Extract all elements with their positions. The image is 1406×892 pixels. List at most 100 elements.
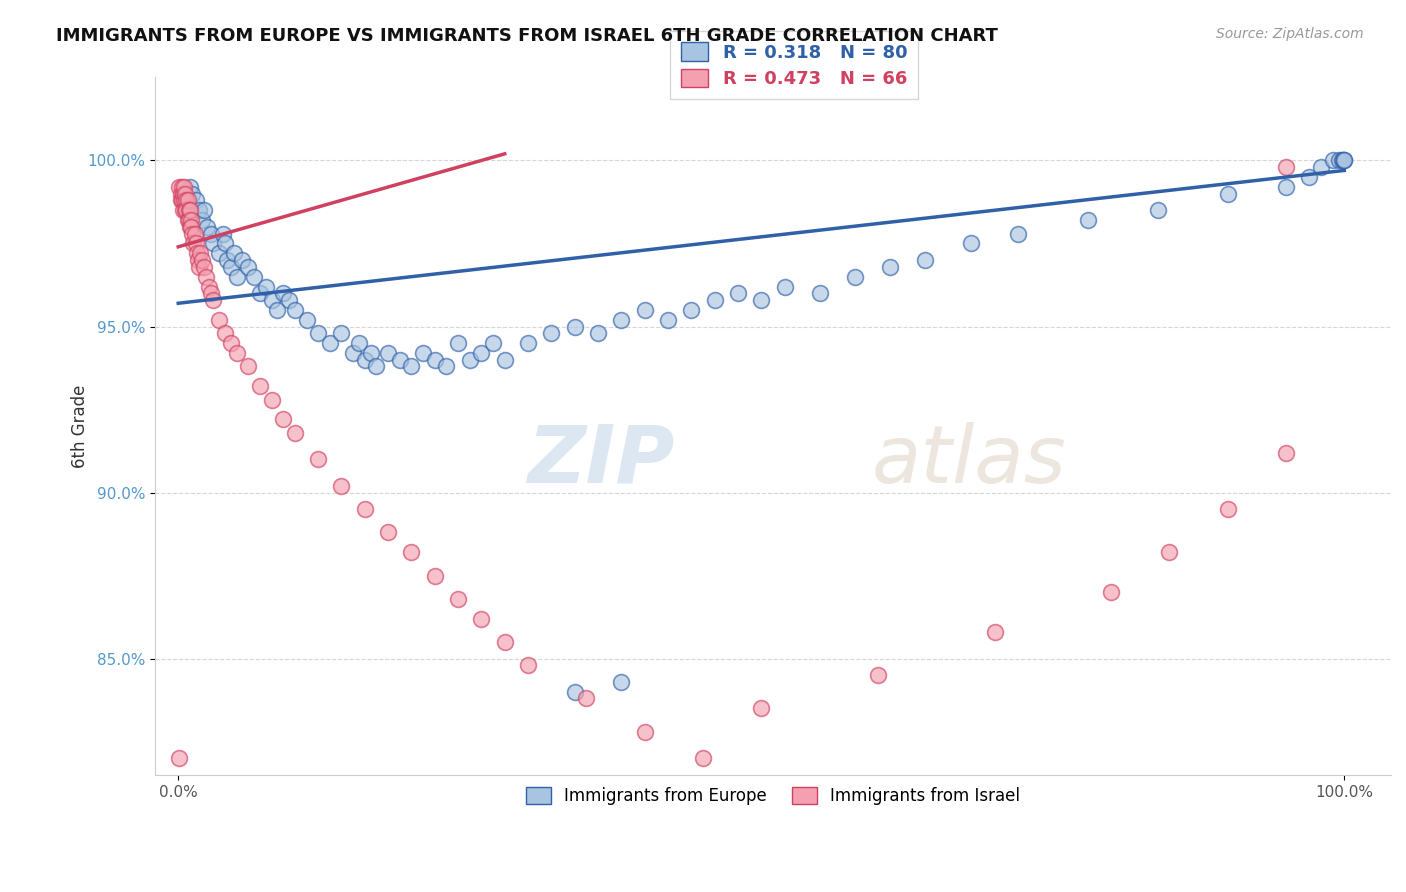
Text: IMMIGRANTS FROM EUROPE VS IMMIGRANTS FROM ISRAEL 6TH GRADE CORRELATION CHART: IMMIGRANTS FROM EUROPE VS IMMIGRANTS FRO… — [56, 27, 998, 45]
Point — [377, 525, 399, 540]
Point — [1333, 153, 1355, 168]
Point — [238, 260, 260, 274]
Point — [225, 269, 247, 284]
Point — [188, 203, 211, 218]
Point — [179, 180, 201, 194]
Point — [260, 392, 283, 407]
Point — [436, 359, 458, 374]
Point — [254, 279, 277, 293]
Point — [470, 346, 492, 360]
Point — [211, 227, 233, 241]
Point — [844, 269, 866, 284]
Point — [749, 293, 772, 307]
Point — [353, 352, 375, 367]
Point — [401, 545, 423, 559]
Point — [808, 286, 831, 301]
Point — [319, 336, 342, 351]
Point — [183, 227, 205, 241]
Point — [177, 213, 200, 227]
Point — [176, 203, 198, 218]
Point — [366, 359, 388, 374]
Point — [773, 279, 796, 293]
Point — [172, 186, 194, 201]
Point — [219, 260, 242, 274]
Point — [190, 246, 212, 260]
Point — [195, 219, 218, 234]
Point — [187, 253, 209, 268]
Point — [208, 313, 231, 327]
Point — [727, 286, 749, 301]
Point — [176, 203, 198, 218]
Point — [195, 269, 218, 284]
Point — [169, 194, 191, 208]
Point — [170, 180, 193, 194]
Point — [458, 352, 481, 367]
Point — [181, 186, 204, 201]
Point — [1275, 446, 1298, 460]
Point — [610, 313, 633, 327]
Point — [377, 346, 399, 360]
Point — [231, 253, 253, 268]
Point — [517, 658, 540, 673]
Point — [1327, 153, 1350, 168]
Point — [575, 691, 598, 706]
Point — [681, 302, 703, 317]
Point — [494, 635, 516, 649]
Text: Source: ZipAtlas.com: Source: ZipAtlas.com — [1216, 27, 1364, 41]
Point — [610, 674, 633, 689]
Point — [173, 194, 195, 208]
Point — [183, 236, 205, 251]
Point — [1330, 153, 1353, 168]
Point — [190, 213, 212, 227]
Point — [202, 293, 225, 307]
Point — [564, 685, 586, 699]
Point — [703, 293, 725, 307]
Point — [193, 203, 215, 218]
Point — [170, 194, 193, 208]
Point — [180, 219, 202, 234]
Point — [1275, 160, 1298, 174]
Point — [217, 253, 239, 268]
Point — [914, 253, 936, 268]
Point — [249, 286, 271, 301]
Point — [174, 203, 197, 218]
Point — [284, 425, 307, 440]
Point — [342, 346, 364, 360]
Point — [177, 203, 200, 218]
Point — [260, 293, 283, 307]
Text: ZIP: ZIP — [527, 422, 673, 500]
Point — [225, 346, 247, 360]
Point — [1298, 170, 1320, 185]
Point — [540, 326, 562, 340]
Point — [180, 213, 202, 227]
Point — [271, 412, 294, 426]
Point — [1216, 502, 1239, 516]
Point — [657, 313, 679, 327]
Point — [197, 279, 219, 293]
Point — [423, 352, 446, 367]
Point — [179, 219, 201, 234]
Point — [470, 612, 492, 626]
Point — [184, 236, 207, 251]
Point — [179, 203, 201, 218]
Point — [238, 359, 260, 374]
Point — [1077, 213, 1099, 227]
Point — [983, 625, 1005, 640]
Point — [173, 194, 195, 208]
Point — [586, 326, 609, 340]
Point — [278, 293, 301, 307]
Point — [353, 502, 375, 516]
Point — [634, 302, 657, 317]
Legend: Immigrants from Europe, Immigrants from Israel: Immigrants from Europe, Immigrants from … — [516, 777, 1031, 815]
Point — [494, 352, 516, 367]
Point — [517, 336, 540, 351]
Point — [1333, 153, 1355, 168]
Point — [266, 302, 288, 317]
Point — [184, 194, 207, 208]
Point — [284, 302, 307, 317]
Point — [214, 326, 236, 340]
Point — [307, 452, 329, 467]
Point — [188, 260, 211, 274]
Point — [190, 253, 212, 268]
Point — [1099, 585, 1122, 599]
